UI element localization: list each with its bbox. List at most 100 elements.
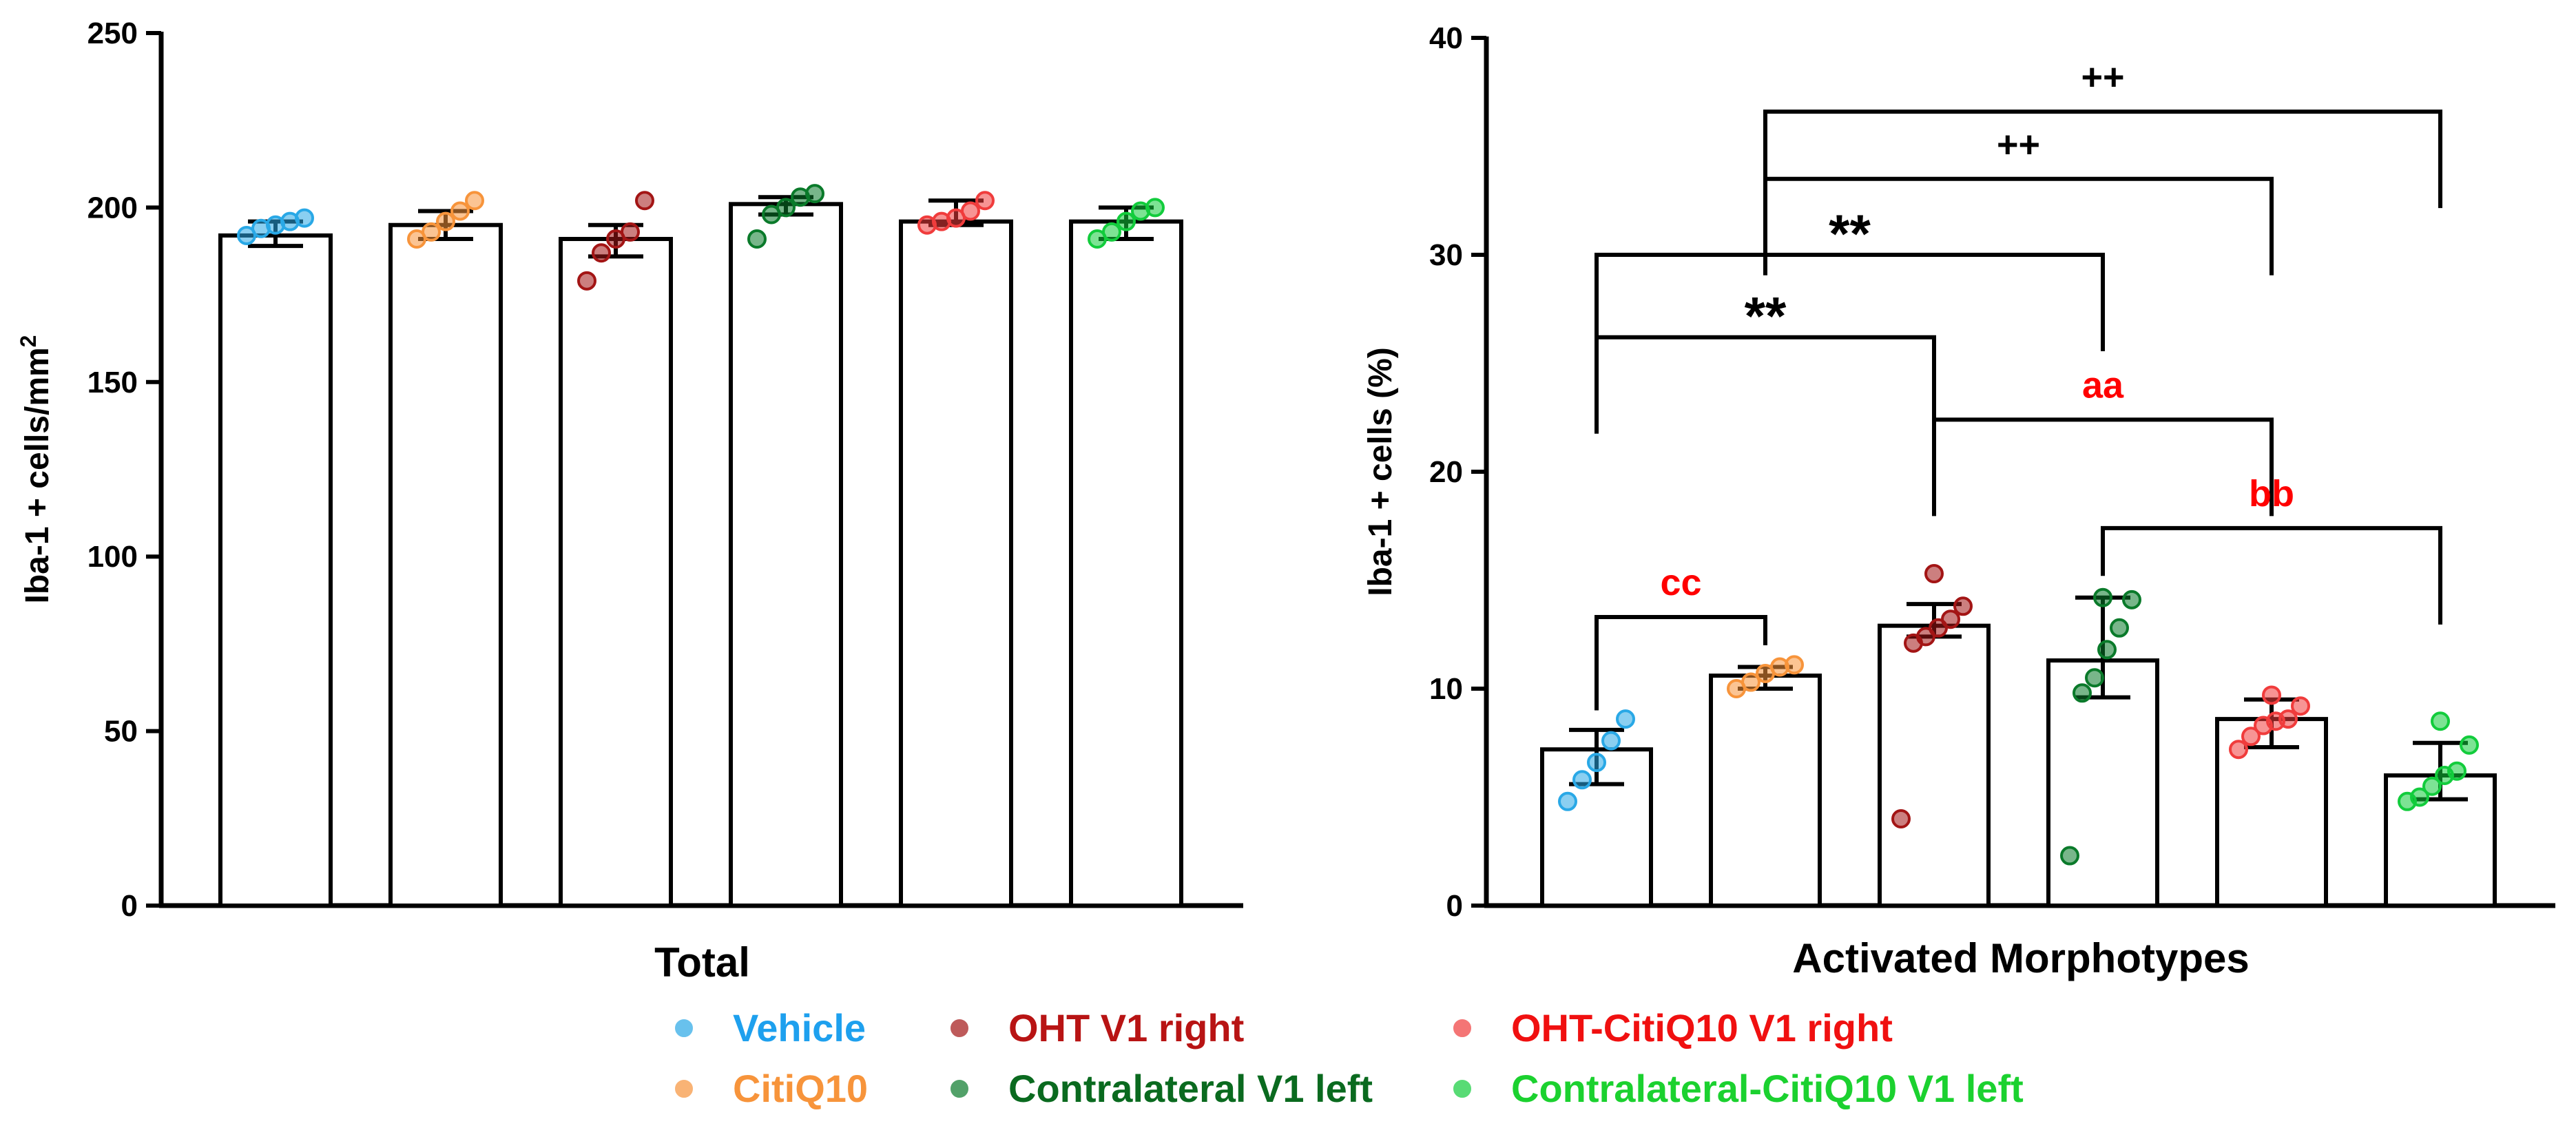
total-point-contralateral-citiq10-v1-left [1145,198,1165,218]
total-point-oht-citiq10-v1-right [975,191,995,211]
activated-point-oht-v1-right [1891,809,1911,828]
legend-label-citiq10: CitiQ10 [733,1067,869,1110]
legend-label-contralateral-citiq10-v1-left: Contralateral-CitiQ10 V1 left [1511,1067,2024,1110]
activated-point-oht-citiq10-v1-right [2278,709,2298,729]
activated-point-vehicle [1616,709,1635,729]
figure: 0 50 100 150 200 250 Iba-1 + cells/mm2 Total 0 1… [16,17,2555,985]
total-point-citiq10 [436,211,455,231]
activated-point-citiq10 [1785,655,1804,675]
activated-point-contralateral-v1-left [2097,640,2117,660]
activated-significance-bracket-1 [1763,176,2274,275]
legend-item-contralateral-v1-left: Contralateral V1 left [951,1066,1373,1111]
activated-y-tick-label: 30 [1429,238,1463,272]
activated-point-contralateral-v1-left [2085,668,2104,688]
activated-y-axis-label: Iba-1 + cells (%) [1362,347,1399,596]
legend-item-oht-v1-right: OHT V1 right [951,1005,1244,1050]
activated-significance-label-1: ++ [1997,124,2040,165]
activated-point-contralateral-v1-left [2122,589,2141,609]
legend-label-vehicle: Vehicle [733,1006,866,1050]
total-point-citiq10 [450,201,470,221]
activated-significance-bracket-2 [1595,253,2105,351]
legend-label-contralateral-v1-left: Contralateral V1 left [1008,1067,1373,1110]
activated-significance-bracket-5 [2101,525,2442,625]
activated-significance-label-5: bb [2249,473,2294,514]
total-y-axis-label-text: Iba-1 + cells/mm [19,347,56,603]
activated-point-contralateral-citiq10-v1-left [2422,776,2442,796]
activated-point-contralateral-v1-left [2110,618,2129,638]
total-y-tick-label: 250 [87,17,138,50]
activated-point-oht-citiq10-v1-right [2291,696,2310,716]
total-y-tick-label: 150 [87,366,138,399]
activated-y-tick-label: 10 [1429,672,1463,706]
total-bar-contralateral-citiq10-v1-left [1069,219,1183,908]
total-point-oht-v1-right [592,243,611,263]
activated-significance-bracket-0 [1763,109,2442,209]
activated-bar-citiq10 [1709,674,1822,908]
legend-item-oht-citiq10-v1-right: OHT-CitiQ10 V1 right [1453,1005,1893,1050]
activated-point-oht-v1-right [1924,564,1944,584]
activated-point-contralateral-citiq10-v1-left [2460,735,2479,755]
contralateral-v1-left-dot-icon [951,1079,968,1098]
total-point-oht-v1-right [621,222,640,242]
activated-bar-oht-v1-right [1878,623,1991,908]
activated-significance-bracket-3 [1595,335,1936,434]
activated-point-contralateral-v1-left [2060,846,2079,866]
total-x-axis-label: Total [654,939,750,985]
total-bar-oht-v1-right [559,237,673,908]
oht-v1-right-dot-icon [951,1019,968,1037]
total-point-citiq10 [465,191,484,211]
total-point-contralateral-v1-left [747,229,767,249]
total-point-contralateral-v1-left [776,198,796,218]
activated-point-contralateral-citiq10-v1-left [2410,787,2429,807]
activated-y-axis-label-text: Iba-1 + cells (%) [1362,347,1399,596]
total-bar-vehicle [218,233,333,908]
total-y-axis-label-superscript: 2 [16,335,41,348]
oht-citiq10-v1-right-dot-icon [1453,1019,1471,1037]
total-y-tick-label: 50 [104,715,138,749]
activated-significance-label-6: cc [1660,562,1701,603]
chart-activated-panel: 0 10 20 30 40 Iba-1 + cells (%) Activated Morp… [1362,21,2555,981]
legend-item-citiq10: CitiQ10 [675,1066,868,1111]
activated-significance-label-4: aa [2082,364,2124,406]
legend-label-oht-v1-right: OHT V1 right [1008,1006,1245,1050]
total-point-oht-v1-right [635,191,654,211]
activated-significance-label-0: ++ [2081,56,2124,98]
activated-point-contralateral-citiq10-v1-left [2431,711,2450,731]
activated-point-oht-citiq10-v1-right [2241,727,2261,747]
activated-point-oht-citiq10-v1-right [2229,740,2248,760]
total-point-vehicle [295,208,314,228]
total-point-citiq10 [422,222,441,242]
activated-point-vehicle [1601,731,1621,751]
activated-significance-label-3: ** [1745,286,1787,346]
total-point-oht-v1-right [577,271,596,291]
total-point-oht-citiq10-v1-right [961,201,980,221]
activated-point-vehicle [1587,753,1606,773]
total-point-contralateral-citiq10-v1-left [1102,222,1121,242]
legend-item-contralateral-citiq10-v1-left: Contralateral-CitiQ10 V1 left [1453,1066,2024,1111]
vehicle-dot-icon [675,1019,693,1037]
total-bar-citiq10 [388,222,503,908]
legend-label-oht-citiq10-v1-right: OHT-CitiQ10 V1 right [1511,1006,1893,1050]
legend: Vehicle CitiQ10 OHT V1 right Contralater… [675,1005,2190,1143]
activated-significance-bracket-4 [1932,417,2274,516]
chart-total-panel: 0 50 100 150 200 250 Iba-1 + cells/mm2 Total [16,17,1243,985]
total-bar-contralateral-v1-left [729,202,843,908]
total-y-axis-label: Iba-1 + cells/mm2 [16,335,56,604]
total-bar-oht-citiq10-v1-right [899,219,1013,908]
total-y-tick-label: 200 [87,191,138,225]
activated-point-vehicle [1558,791,1577,811]
activated-point-contralateral-v1-left [2073,683,2092,703]
activated-y-tick-label: 20 [1429,455,1463,489]
activated-significance-label-2: ** [1829,203,1871,264]
total-y-tick-label: 100 [87,540,138,574]
total-point-contralateral-citiq10-v1-left [1116,211,1136,231]
activated-x-axis-label: Activated Morphotypes [1792,935,2249,981]
legend-item-vehicle: Vehicle [675,1005,866,1050]
activated-point-oht-v1-right [1953,596,1973,616]
activated-point-contralateral-citiq10-v1-left [2447,761,2466,781]
total-y-tick-label: 0 [121,889,138,923]
activated-point-vehicle [1572,770,1592,790]
activated-y-tick-label: 0 [1446,889,1463,923]
activated-point-contralateral-v1-left [2093,587,2112,607]
activated-y-tick-label: 40 [1429,21,1463,55]
